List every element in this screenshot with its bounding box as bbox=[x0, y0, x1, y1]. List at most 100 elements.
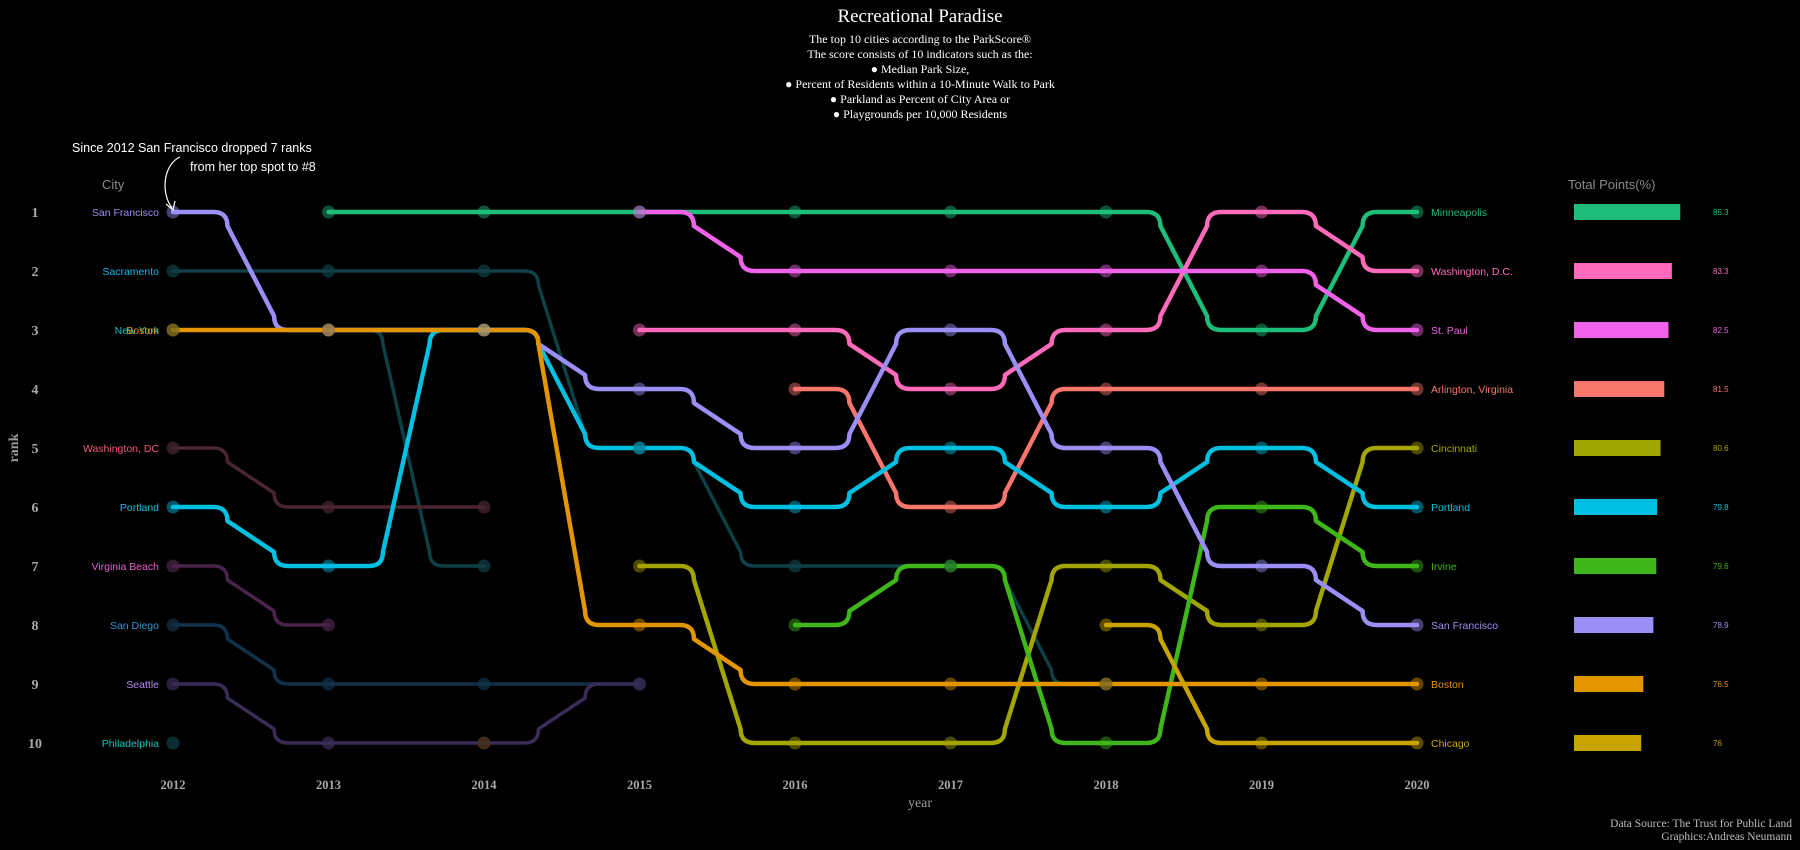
point-washington-dc-2014 bbox=[477, 500, 491, 514]
point-san-francisco-2014 bbox=[477, 323, 491, 337]
rank-tick-3: 3 bbox=[32, 324, 39, 339]
point-boston-2016 bbox=[788, 677, 802, 691]
point-minneapolis-2014 bbox=[477, 205, 491, 219]
left-label-san-francisco: San Francisco bbox=[92, 207, 159, 219]
series-line-irvine bbox=[792, 504, 1420, 746]
point-san-francisco-2018 bbox=[1099, 441, 1113, 455]
point-sacramento-2014 bbox=[477, 264, 491, 278]
year-tick-2014: 2014 bbox=[472, 778, 498, 792]
point-san-francisco-2013 bbox=[322, 323, 335, 337]
chart-title: Recreational Paradise bbox=[837, 6, 1002, 27]
point-boston-2014 bbox=[477, 323, 491, 337]
series-line-st-paul bbox=[637, 209, 1420, 333]
x-axis-label: year bbox=[908, 796, 932, 811]
total-bar-portland bbox=[1574, 499, 1658, 515]
labels-layer: 1 2 3 4 5 6 7 8 9 10 2012 2013 2014 2015 2016 2017 2018 2… bbox=[28, 206, 1513, 792]
left-label-portland: Portland bbox=[120, 502, 159, 514]
point-portland-2013 bbox=[322, 559, 335, 573]
point-st-paul-2018 bbox=[1099, 264, 1113, 278]
left-label-philadelphia: Philadelphia bbox=[102, 738, 159, 750]
source-line-2: Graphics:Andreas Neumann bbox=[1661, 831, 1792, 843]
total-value-chicago: 76 bbox=[1713, 739, 1722, 748]
subtitle-line-4: ● Percent of Residents within a 10-Minut… bbox=[785, 77, 1055, 91]
total-value-irvine: 79.6 bbox=[1713, 562, 1729, 571]
left-label-washington-dc: Washington, DC bbox=[83, 443, 159, 455]
series-line-washington-dc bbox=[171, 446, 486, 509]
point-boston-2015 bbox=[633, 618, 646, 632]
point-boston-2017 bbox=[944, 677, 957, 691]
year-tick-2018: 2018 bbox=[1094, 778, 1119, 792]
point-sacramento-2012 bbox=[166, 264, 180, 278]
right-label-minneapolis: Minneapolis bbox=[1431, 207, 1487, 219]
point-boston-2013 bbox=[322, 323, 335, 337]
point-washington-d-c-2015 bbox=[633, 323, 646, 337]
point-irvine-2019 bbox=[1255, 500, 1268, 514]
year-tick-2017: 2017 bbox=[938, 778, 963, 792]
subtitle-line-3: ● Median Park Size, bbox=[871, 62, 970, 76]
total-value-portland: 79.8 bbox=[1713, 503, 1729, 512]
point-washington-d-c-2016 bbox=[788, 323, 802, 337]
total-value-san-francisco: 78.9 bbox=[1713, 621, 1729, 630]
point-arlington-virginia-2016 bbox=[788, 382, 802, 396]
point-san-diego-2012 bbox=[166, 618, 180, 632]
point-cincinnati-2016 bbox=[788, 736, 802, 750]
points-layer bbox=[166, 205, 1424, 750]
point-irvine-2016 bbox=[788, 618, 802, 632]
point-san-francisco-2020 bbox=[1410, 618, 1424, 632]
point-san-francisco-2015 bbox=[633, 382, 646, 396]
total-value-st-paul: 82.5 bbox=[1713, 326, 1729, 335]
point-new-york-2012 bbox=[166, 323, 180, 337]
annotation-line-1: Since 2012 San Francisco dropped 7 ranks bbox=[72, 141, 312, 155]
year-tick-2013: 2013 bbox=[316, 778, 341, 792]
rank-tick-4: 4 bbox=[32, 383, 39, 398]
point-washington-d-c-2020 bbox=[1410, 264, 1424, 278]
total-value-washington-d-c: 83.3 bbox=[1713, 267, 1729, 276]
series-line-washington-d-c bbox=[637, 209, 1420, 392]
point-chicago-2018 bbox=[1099, 618, 1113, 632]
point-sacramento-2017 bbox=[944, 559, 957, 573]
total-bar-minneapolis bbox=[1574, 204, 1681, 220]
series-layer bbox=[170, 209, 1420, 746]
point-arlington-virginia-2018 bbox=[1099, 382, 1113, 396]
point-portland-2019 bbox=[1255, 441, 1268, 455]
right-label-chicago: Chicago bbox=[1431, 738, 1470, 750]
point-arlington-virginia-2019 bbox=[1255, 382, 1268, 396]
left-label-virginia-beach: Virginia Beach bbox=[91, 561, 159, 573]
year-tick-2019: 2019 bbox=[1249, 778, 1274, 792]
point-cincinnati-2018 bbox=[1099, 559, 1113, 573]
point-portland-2016 bbox=[788, 500, 802, 514]
point-san-diego-2013 bbox=[322, 677, 335, 691]
rank-tick-6: 6 bbox=[32, 501, 39, 516]
point-sacramento-2018 bbox=[1099, 677, 1113, 691]
annotation-arrow bbox=[164, 156, 181, 209]
point-sacramento-2015 bbox=[633, 441, 646, 455]
subtitle-line-5: ● Parkland as Percent of City Area or bbox=[830, 92, 1010, 106]
left-label-boston: Boston bbox=[126, 325, 159, 337]
point-arlington-virginia-2017 bbox=[944, 500, 957, 514]
rank-tick-9: 9 bbox=[32, 678, 39, 693]
year-tick-2020: 2020 bbox=[1405, 778, 1430, 792]
series-line-san-diego bbox=[171, 623, 642, 686]
total-bar-chicago bbox=[1574, 735, 1642, 751]
series-line-seattle bbox=[171, 682, 642, 745]
total-value-cincinnati: 80.6 bbox=[1713, 444, 1729, 453]
point-boston-2020 bbox=[1410, 677, 1424, 691]
point-minneapolis-2017 bbox=[944, 205, 957, 219]
right-label-st-paul: St. Paul bbox=[1431, 325, 1468, 337]
point-minneapolis-2016 bbox=[788, 205, 802, 219]
point-boston-2019 bbox=[1255, 677, 1268, 691]
series-line-virginia-beach bbox=[171, 564, 331, 627]
total-value-boston: 76.5 bbox=[1713, 680, 1729, 689]
total-bar-san-francisco bbox=[1574, 617, 1654, 633]
left-label-sacramento: Sacramento bbox=[102, 266, 159, 278]
right-label-boston: Boston bbox=[1431, 679, 1464, 691]
point-irvine-2017 bbox=[944, 559, 957, 573]
point-san-francisco-2019 bbox=[1255, 559, 1268, 573]
point-washington-d-c-2019 bbox=[1255, 205, 1268, 219]
annotation-line-2: from her top spot to #8 bbox=[190, 160, 316, 174]
rank-tick-2: 2 bbox=[32, 265, 39, 280]
total-bar-washington-d-c bbox=[1574, 263, 1672, 279]
y-axis-label: rank bbox=[7, 433, 22, 462]
subtitle-line-6: ● Playgrounds per 10,000 Residents bbox=[833, 107, 1008, 121]
